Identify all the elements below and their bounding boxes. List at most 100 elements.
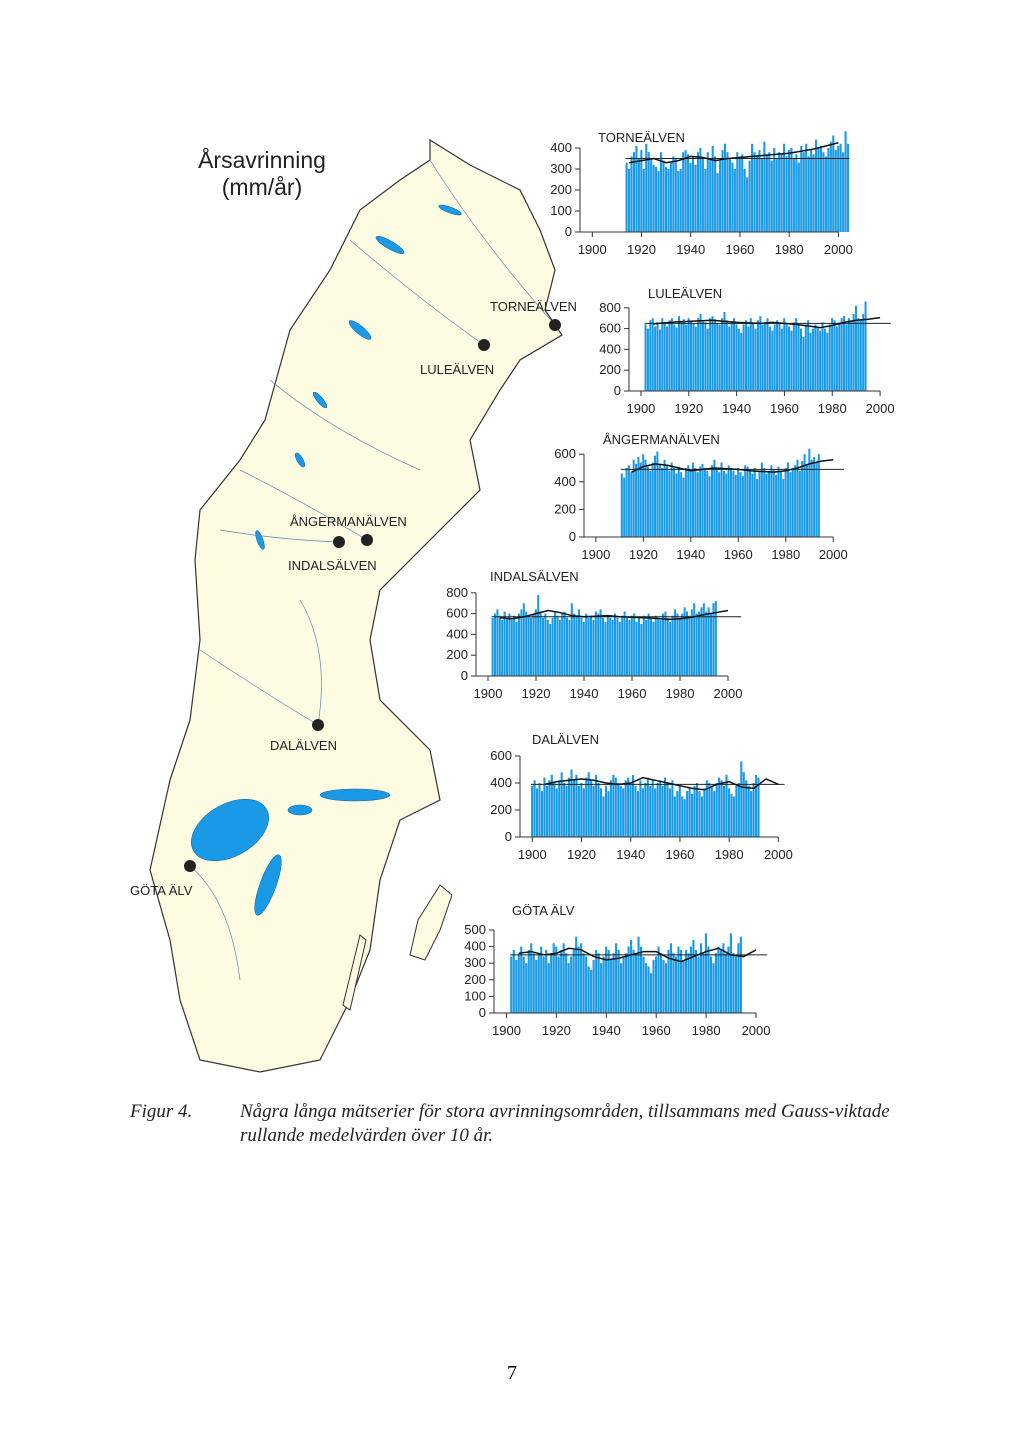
- bar: [639, 462, 642, 537]
- bar: [790, 330, 793, 391]
- bar: [527, 615, 530, 676]
- y-tick-label: 800: [446, 585, 468, 600]
- bar: [630, 939, 633, 1013]
- bar: [532, 613, 535, 676]
- bar: [714, 601, 717, 676]
- bar: [491, 617, 494, 676]
- bar: [604, 785, 607, 837]
- bar: [692, 323, 695, 391]
- bar: [684, 150, 687, 232]
- y-tick-label: 0: [569, 529, 576, 544]
- bar: [710, 785, 713, 837]
- bar: [862, 314, 865, 391]
- bar: [673, 796, 676, 837]
- bar: [675, 473, 678, 537]
- bar: [532, 953, 535, 1013]
- bar: [747, 785, 750, 837]
- bar: [745, 780, 748, 837]
- bar: [641, 788, 644, 837]
- bar: [557, 956, 560, 1013]
- bar: [854, 305, 858, 391]
- bar: [750, 791, 753, 837]
- bar: [794, 465, 797, 537]
- x-tick-label: 2000: [824, 242, 853, 257]
- y-tick-label: 0: [505, 829, 512, 844]
- bar: [527, 949, 530, 1013]
- bar: [565, 785, 568, 837]
- bar: [628, 619, 631, 676]
- bar: [638, 617, 641, 676]
- bar: [758, 150, 761, 232]
- bar: [561, 613, 564, 676]
- bar: [644, 324, 647, 391]
- map-title: (mm/år): [222, 174, 302, 200]
- bar: [857, 318, 860, 391]
- bar: [773, 324, 776, 391]
- bar: [645, 619, 648, 676]
- bar: [582, 621, 585, 676]
- bar: [812, 154, 815, 232]
- bar: [573, 613, 576, 676]
- trend-line: [499, 609, 729, 621]
- bar: [599, 609, 602, 676]
- bar: [810, 150, 813, 232]
- bar: [847, 143, 850, 232]
- bar: [651, 318, 654, 391]
- bar: [829, 141, 832, 232]
- bar: [651, 462, 654, 537]
- bar: [817, 454, 820, 537]
- bar: [763, 468, 766, 537]
- bar: [539, 611, 542, 676]
- bar: [696, 472, 699, 537]
- bar: [789, 472, 792, 537]
- lakes: [191, 204, 462, 916]
- bar: [682, 319, 685, 391]
- bar: [756, 479, 759, 537]
- bar: [719, 949, 722, 1013]
- bar: [599, 788, 603, 837]
- bar: [650, 158, 653, 232]
- bar: [649, 973, 653, 1013]
- bar: [717, 946, 720, 1013]
- bar: [510, 619, 513, 676]
- y-tick-label: 400: [550, 140, 572, 155]
- bar: [577, 946, 580, 1013]
- x-tick-label: 1940: [676, 547, 705, 562]
- x-tick-label: 1920: [629, 547, 658, 562]
- y-tick-label: 200: [490, 802, 512, 817]
- bar: [748, 160, 751, 232]
- bar: [739, 936, 742, 1013]
- chart-title: GÖTA ÄLV: [512, 903, 575, 918]
- bar: [622, 788, 625, 837]
- bar: [525, 963, 528, 1013]
- bar: [585, 613, 588, 676]
- bar: [560, 772, 563, 837]
- bar: [831, 318, 834, 391]
- bar: [635, 463, 638, 537]
- bar: [639, 780, 642, 837]
- caption-label: Figur 4.: [130, 1101, 193, 1122]
- bar: [718, 472, 721, 537]
- bar: [518, 613, 521, 676]
- bar: [600, 963, 603, 1013]
- bar: [657, 171, 660, 232]
- bar: [712, 603, 715, 676]
- bar: [721, 150, 724, 232]
- bar: [690, 609, 693, 676]
- bar: [687, 318, 690, 391]
- bar: [815, 462, 818, 537]
- bar: [797, 324, 800, 391]
- bar: [580, 617, 583, 676]
- bar: [512, 949, 515, 1013]
- bar: [656, 322, 659, 391]
- bar: [780, 328, 783, 391]
- bar: [540, 946, 543, 1013]
- bar: [510, 956, 513, 1013]
- map-label: LULEÄLVEN: [420, 362, 494, 377]
- bar: [850, 320, 853, 391]
- bar: [673, 468, 676, 537]
- bar: [582, 953, 585, 1013]
- bar: [697, 318, 700, 391]
- bar: [665, 465, 668, 537]
- y-tick-label: 600: [554, 446, 576, 461]
